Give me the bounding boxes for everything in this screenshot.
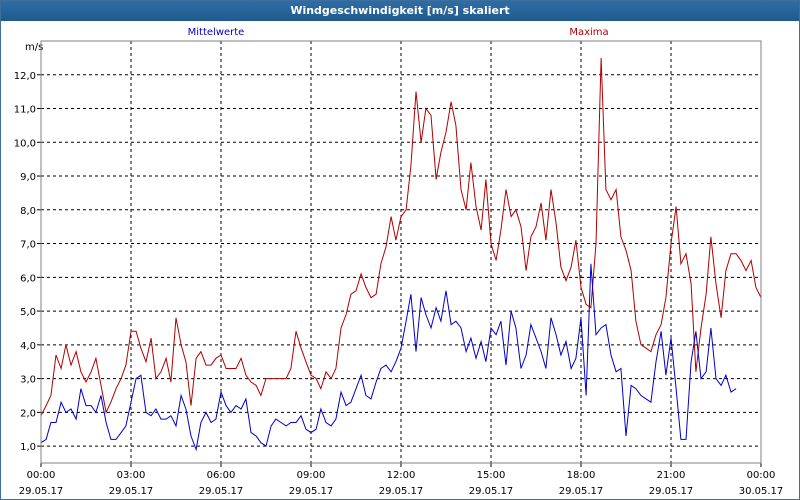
x-tick-date: 29.05.17 [559,486,604,497]
legend-maxima: Maxima [569,27,608,38]
x-tick-date: 29.05.17 [649,486,694,497]
x-tick-time: 06:00 [207,470,236,481]
series-line-maxima [40,57,762,416]
x-tick-time: 15:00 [477,470,506,481]
y-tick-label: 2,0 [20,408,36,419]
x-tick-date: 29.05.17 [469,486,514,497]
y-tick-label: 4,0 [20,341,36,352]
y-tick-label: 6,0 [20,273,36,284]
x-tick-time: 21:00 [657,470,686,481]
chart-svg: m/s Mittelwerte Maxima 1,0 2,0 3,0 4,0 5,0 6,… [14,27,784,497]
x-tick-date: 29.05.17 [199,486,244,497]
y-tick-label: 8,0 [20,206,36,217]
y-tick-label: 9,0 [20,172,36,183]
x-tick-time: 09:00 [297,470,326,481]
y-tick-label: 12,0 [14,71,36,82]
grid-lines [41,41,761,463]
plot-area-frame [40,40,762,464]
y-tick-label: 7,0 [20,240,36,251]
x-tick-date: 29.05.17 [109,486,154,497]
series-line-mittelwerte [40,263,737,452]
x-tick-time: 00:00 [747,470,776,481]
y-axis: 1,0 2,0 3,0 4,0 5,0 6,0 7,0 8,0 9,0 10,0 11,0 12,0 [14,71,41,453]
x-tick-time: 18:00 [567,470,596,481]
x-tick-date: 29.05.17 [19,486,64,497]
x-axis: 00:00 29.05.17 03:00 29.05.17 06:00 29.05.17 0… [19,463,784,497]
y-tick-label: 3,0 [20,375,36,386]
window-title: Windgeschwindigkeit [m/s] skaliert [1,1,799,21]
y-tick-label: 10,0 [14,138,36,149]
series-layer [40,57,762,452]
legend-mittelwerte: Mittelwerte [188,27,245,38]
y-tick-label: 11,0 [14,105,36,116]
x-tick-time: 03:00 [117,470,146,481]
x-tick-time: 12:00 [387,470,416,481]
x-tick-date: 29.05.17 [379,486,424,497]
y-axis-unit-label: m/s [25,42,43,53]
x-tick-date: 29.05.17 [289,486,334,497]
y-tick-label: 1,0 [20,442,36,453]
x-tick-time: 00:00 [27,470,56,481]
y-tick-label: 5,0 [20,307,36,318]
x-tick-date: 30.05.17 [739,486,784,497]
